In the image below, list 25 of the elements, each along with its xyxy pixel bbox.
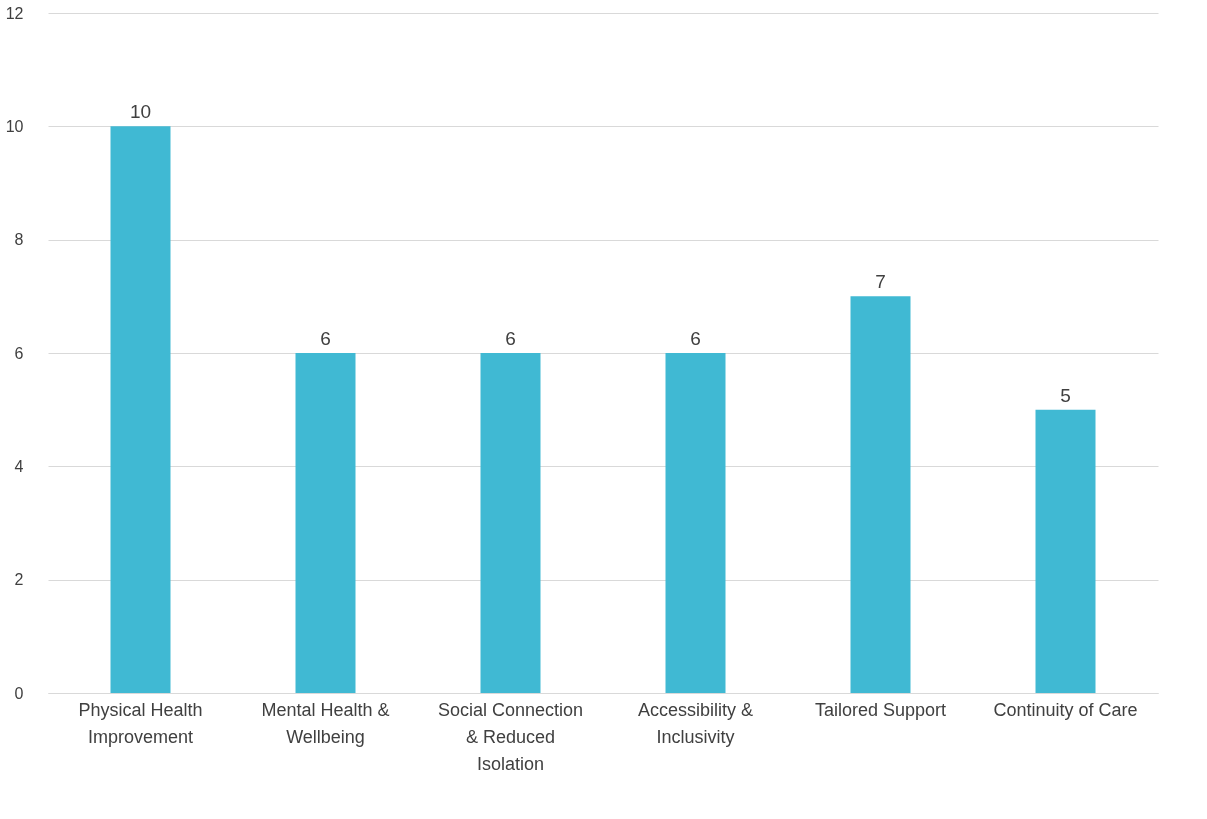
y-tick-label: 8 <box>14 231 24 249</box>
y-tick-label: 2 <box>14 571 24 589</box>
y-tick-label: 6 <box>14 344 24 362</box>
data-label: 10 <box>129 101 152 123</box>
x-tick-label: Continuity of Care <box>993 699 1138 720</box>
data-label: 6 <box>690 328 701 349</box>
y-tick-label: 12 <box>5 4 24 22</box>
y-tick-label: 0 <box>14 684 24 702</box>
x-tick-label: Tailored Support <box>814 699 947 720</box>
bar <box>850 296 911 693</box>
x-tick-label: Accessibility & Inclusivity <box>637 699 754 747</box>
y-tick-label: 4 <box>14 457 24 475</box>
bar <box>295 353 356 693</box>
data-label: 7 <box>875 271 886 293</box>
x-tick-label: Mental Health & Wellbeing <box>261 699 390 747</box>
bar <box>480 353 541 693</box>
x-tick-label: Physical Health Improvement <box>78 699 203 747</box>
data-label: 5 <box>1060 384 1071 406</box>
bar <box>1035 409 1096 693</box>
bar <box>665 353 726 693</box>
y-tick-label: 10 <box>5 117 24 135</box>
data-label: 6 <box>320 328 331 349</box>
data-label: 6 <box>505 328 516 349</box>
x-tick-label: Social Connection & Reduced Isolation <box>437 699 584 774</box>
bar <box>110 126 171 693</box>
